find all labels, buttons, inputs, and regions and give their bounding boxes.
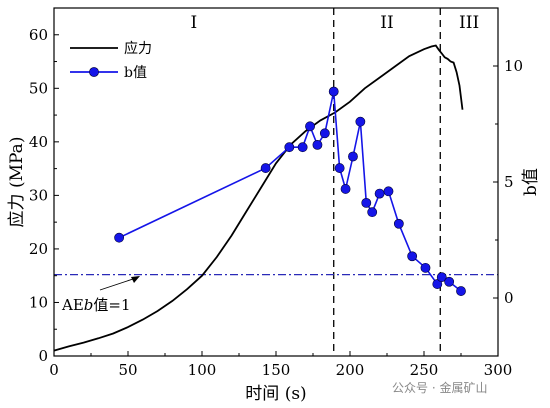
x-tick-label: 200	[336, 361, 365, 379]
legend-marker-2	[89, 67, 99, 77]
x-axis-ticks: 0 50 100 150 200 250 300	[49, 351, 512, 379]
bvalue-point	[383, 186, 394, 197]
bvalue-point	[312, 139, 323, 150]
bvalue-point	[319, 128, 330, 139]
left-y-tick-label: 50	[29, 79, 48, 97]
left-y-tick-label: 10	[29, 293, 48, 311]
x-tick-label: 250	[410, 361, 439, 379]
annotation-arrow-head	[131, 276, 140, 283]
right-y-tick-label: 0	[504, 289, 514, 307]
right-y-tick-label: 5	[504, 173, 514, 191]
legend: 应力 b值	[70, 40, 152, 81]
bvalue-point	[114, 232, 125, 243]
bvalue-point	[348, 151, 358, 162]
stage-boundaries: I II III	[191, 8, 479, 356]
bvalue-point	[407, 251, 418, 262]
x-tick-label: 100	[188, 361, 217, 379]
stage-label-3: III	[459, 13, 479, 33]
watermark: 公众号 · 金属矿山	[392, 380, 487, 395]
bvalue-point	[334, 163, 345, 173]
bvalue-point	[432, 279, 443, 289]
bvalue-point	[297, 142, 308, 153]
x-tick-label: 150	[262, 361, 291, 379]
legend-label-2: b值	[124, 65, 147, 81]
right-y-tick-label: 10	[504, 57, 523, 75]
bvalue-point	[436, 272, 447, 283]
bvalue-point	[444, 276, 455, 287]
stage-label-1: I	[191, 13, 198, 33]
bvalue-point	[420, 262, 431, 273]
bvalue-point	[393, 218, 404, 229]
stage-label-2: II	[380, 13, 393, 33]
left-y-tick-label: 60	[29, 26, 48, 44]
data-series	[53, 44, 466, 352]
bvalue-point	[328, 86, 339, 97]
bvalue-point	[367, 207, 378, 218]
bvalue-point	[340, 184, 351, 194]
x-tick-label: 50	[118, 361, 137, 379]
left-y-tick-label: 0	[38, 347, 48, 365]
left-y-tick-label: 20	[29, 240, 48, 258]
x-tick-label: 0	[49, 361, 59, 379]
legend-label-1: 应力	[124, 40, 152, 57]
bvalue-point	[374, 188, 385, 199]
bvalue-point	[284, 142, 295, 153]
left-y-axis-ticks: 0 10 20 30 40 50 60	[29, 26, 59, 365]
left-y-tick-label: 40	[29, 133, 48, 151]
left-y-axis-label: 应力 (MPa)	[7, 137, 27, 228]
series-line-2	[118, 91, 462, 292]
reference-line-label: AEb值=1	[61, 296, 131, 314]
bvalue-point	[456, 286, 466, 296]
annotation-arrow-line	[99, 277, 137, 291]
bvalue-point	[361, 197, 372, 208]
right-y-axis-ticks: 0 5 10	[493, 57, 523, 357]
bvalue-point	[260, 163, 271, 173]
x-axis-label: 时间 (s)	[245, 384, 306, 404]
right-y-axis-label: b值	[521, 168, 541, 196]
reference-line-group: AEb值=1	[54, 273, 498, 314]
bvalue-point	[305, 121, 315, 132]
left-y-tick-label: 30	[29, 186, 48, 204]
axis-labels: 时间 (s) 应力 (MPa) b值	[7, 137, 541, 404]
x-tick-label: 300	[484, 361, 513, 379]
bvalue-point	[355, 116, 366, 127]
series-line-1	[53, 44, 464, 352]
